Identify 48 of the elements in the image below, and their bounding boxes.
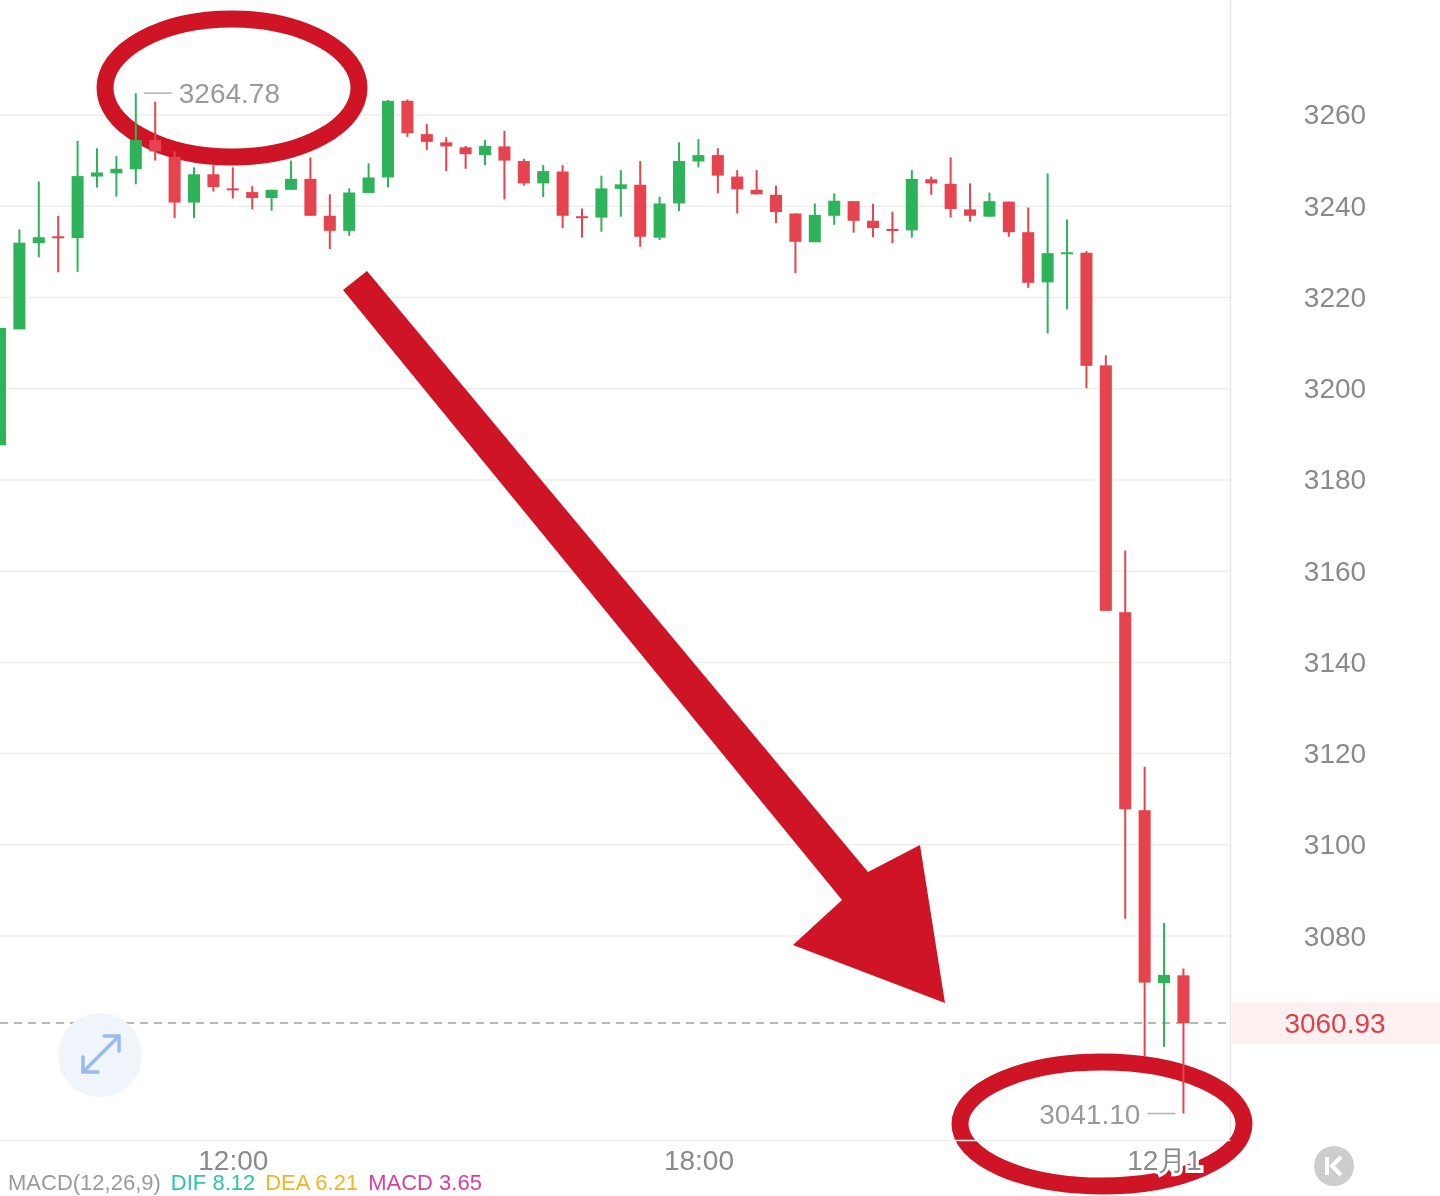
- y-tick-label: 3160: [1303, 555, 1367, 587]
- candlestick: [886, 210, 899, 245]
- x-tick-label: 18:00: [663, 1144, 734, 1176]
- candlestick: [90, 147, 104, 189]
- ref-line-label: 3060.93: [1284, 1008, 1386, 1040]
- candlestick: [847, 200, 860, 234]
- candlestick: [711, 147, 724, 195]
- candlestick: [770, 184, 783, 225]
- y-tick-label: 3220: [1303, 281, 1367, 313]
- candlestick: [362, 162, 375, 194]
- candlestick: [207, 164, 220, 193]
- candlestick: [226, 166, 239, 200]
- y-tick-label: 3100: [1303, 829, 1367, 861]
- candlestick: [52, 214, 65, 274]
- candlestick: [517, 157, 530, 187]
- candlestick: [1158, 921, 1171, 1048]
- candlestick: [479, 139, 492, 167]
- candlestick: [323, 193, 336, 251]
- candlestick: [576, 207, 589, 239]
- candlestick: [925, 175, 938, 196]
- candlestick: [867, 202, 880, 239]
- candlestick: [983, 191, 996, 218]
- y-tick-label: 3260: [1303, 99, 1367, 131]
- candlestick: [420, 123, 433, 152]
- candlestick: [498, 129, 511, 201]
- candlestick: [459, 144, 472, 170]
- candlestick: [440, 136, 453, 173]
- candlestick: [692, 138, 705, 169]
- candlestick: [828, 192, 841, 226]
- candlestick: [614, 169, 627, 218]
- y-tick-label: 3180: [1303, 464, 1367, 496]
- candlestick: [246, 185, 259, 211]
- candlestick: [149, 100, 162, 162]
- y-tick-label: 3140: [1303, 646, 1367, 678]
- candlestick: [1061, 218, 1074, 311]
- candlestick: [32, 180, 45, 259]
- annotation: 3264.78: [178, 78, 281, 110]
- candlestick: [285, 159, 298, 191]
- y-tick-label: 3080: [1303, 920, 1367, 952]
- candlestick: [537, 164, 550, 199]
- annotation: 3041.10: [1039, 1098, 1141, 1130]
- y-tick-label: 3240: [1303, 190, 1367, 222]
- y-tick-label: 3120: [1303, 738, 1367, 770]
- candlestick: [964, 182, 977, 223]
- y-tick-label: 3200: [1303, 373, 1367, 405]
- text: MACD 3.65: [368, 1170, 482, 1195]
- candlestick: [731, 169, 744, 215]
- text: MACD(12,26,9): [8, 1170, 161, 1195]
